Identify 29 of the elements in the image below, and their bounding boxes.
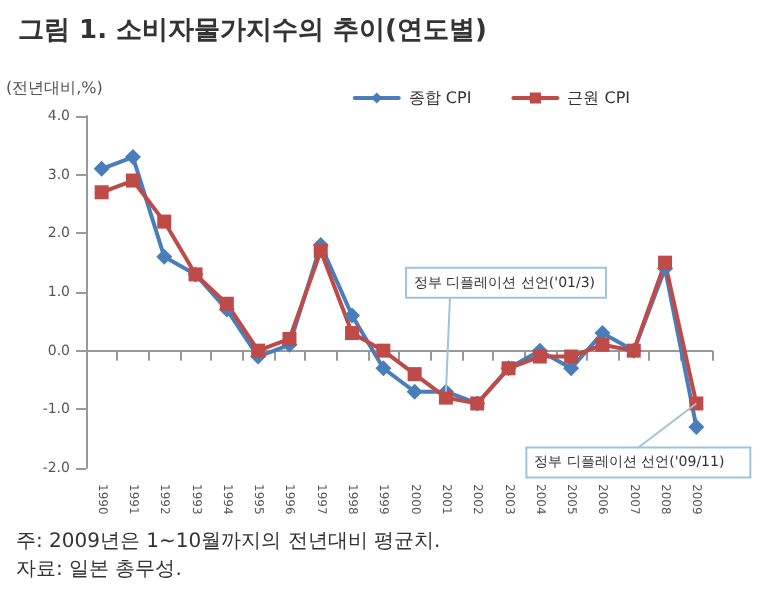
point [94,185,109,200]
point [595,337,610,352]
point [156,248,173,265]
point [282,331,297,346]
point [124,149,141,166]
y-axis-title: (전년대비,%) [6,79,103,97]
point [406,383,423,400]
point [157,214,172,229]
point [688,418,705,435]
text: 주: 2009년은 1~10월까지의 전년대비 평균치. [16,531,441,553]
point [251,343,266,358]
point [658,255,673,270]
point [93,160,110,177]
point [407,367,422,382]
point [532,349,547,364]
point [375,360,392,377]
legend-label: 근원 CPI [567,89,630,107]
text: 자료: 일본 총무성. [16,559,182,581]
point [344,307,361,324]
point [376,343,391,358]
point [313,243,328,258]
point [219,296,234,311]
point [564,349,579,364]
point [689,396,704,411]
point [438,390,453,405]
legend-label: 종합 CPI [408,89,472,107]
point [345,326,360,341]
chart-title: 그림 1. 소비자물가지수의 추이(연도별) [18,16,487,46]
point [125,173,140,188]
